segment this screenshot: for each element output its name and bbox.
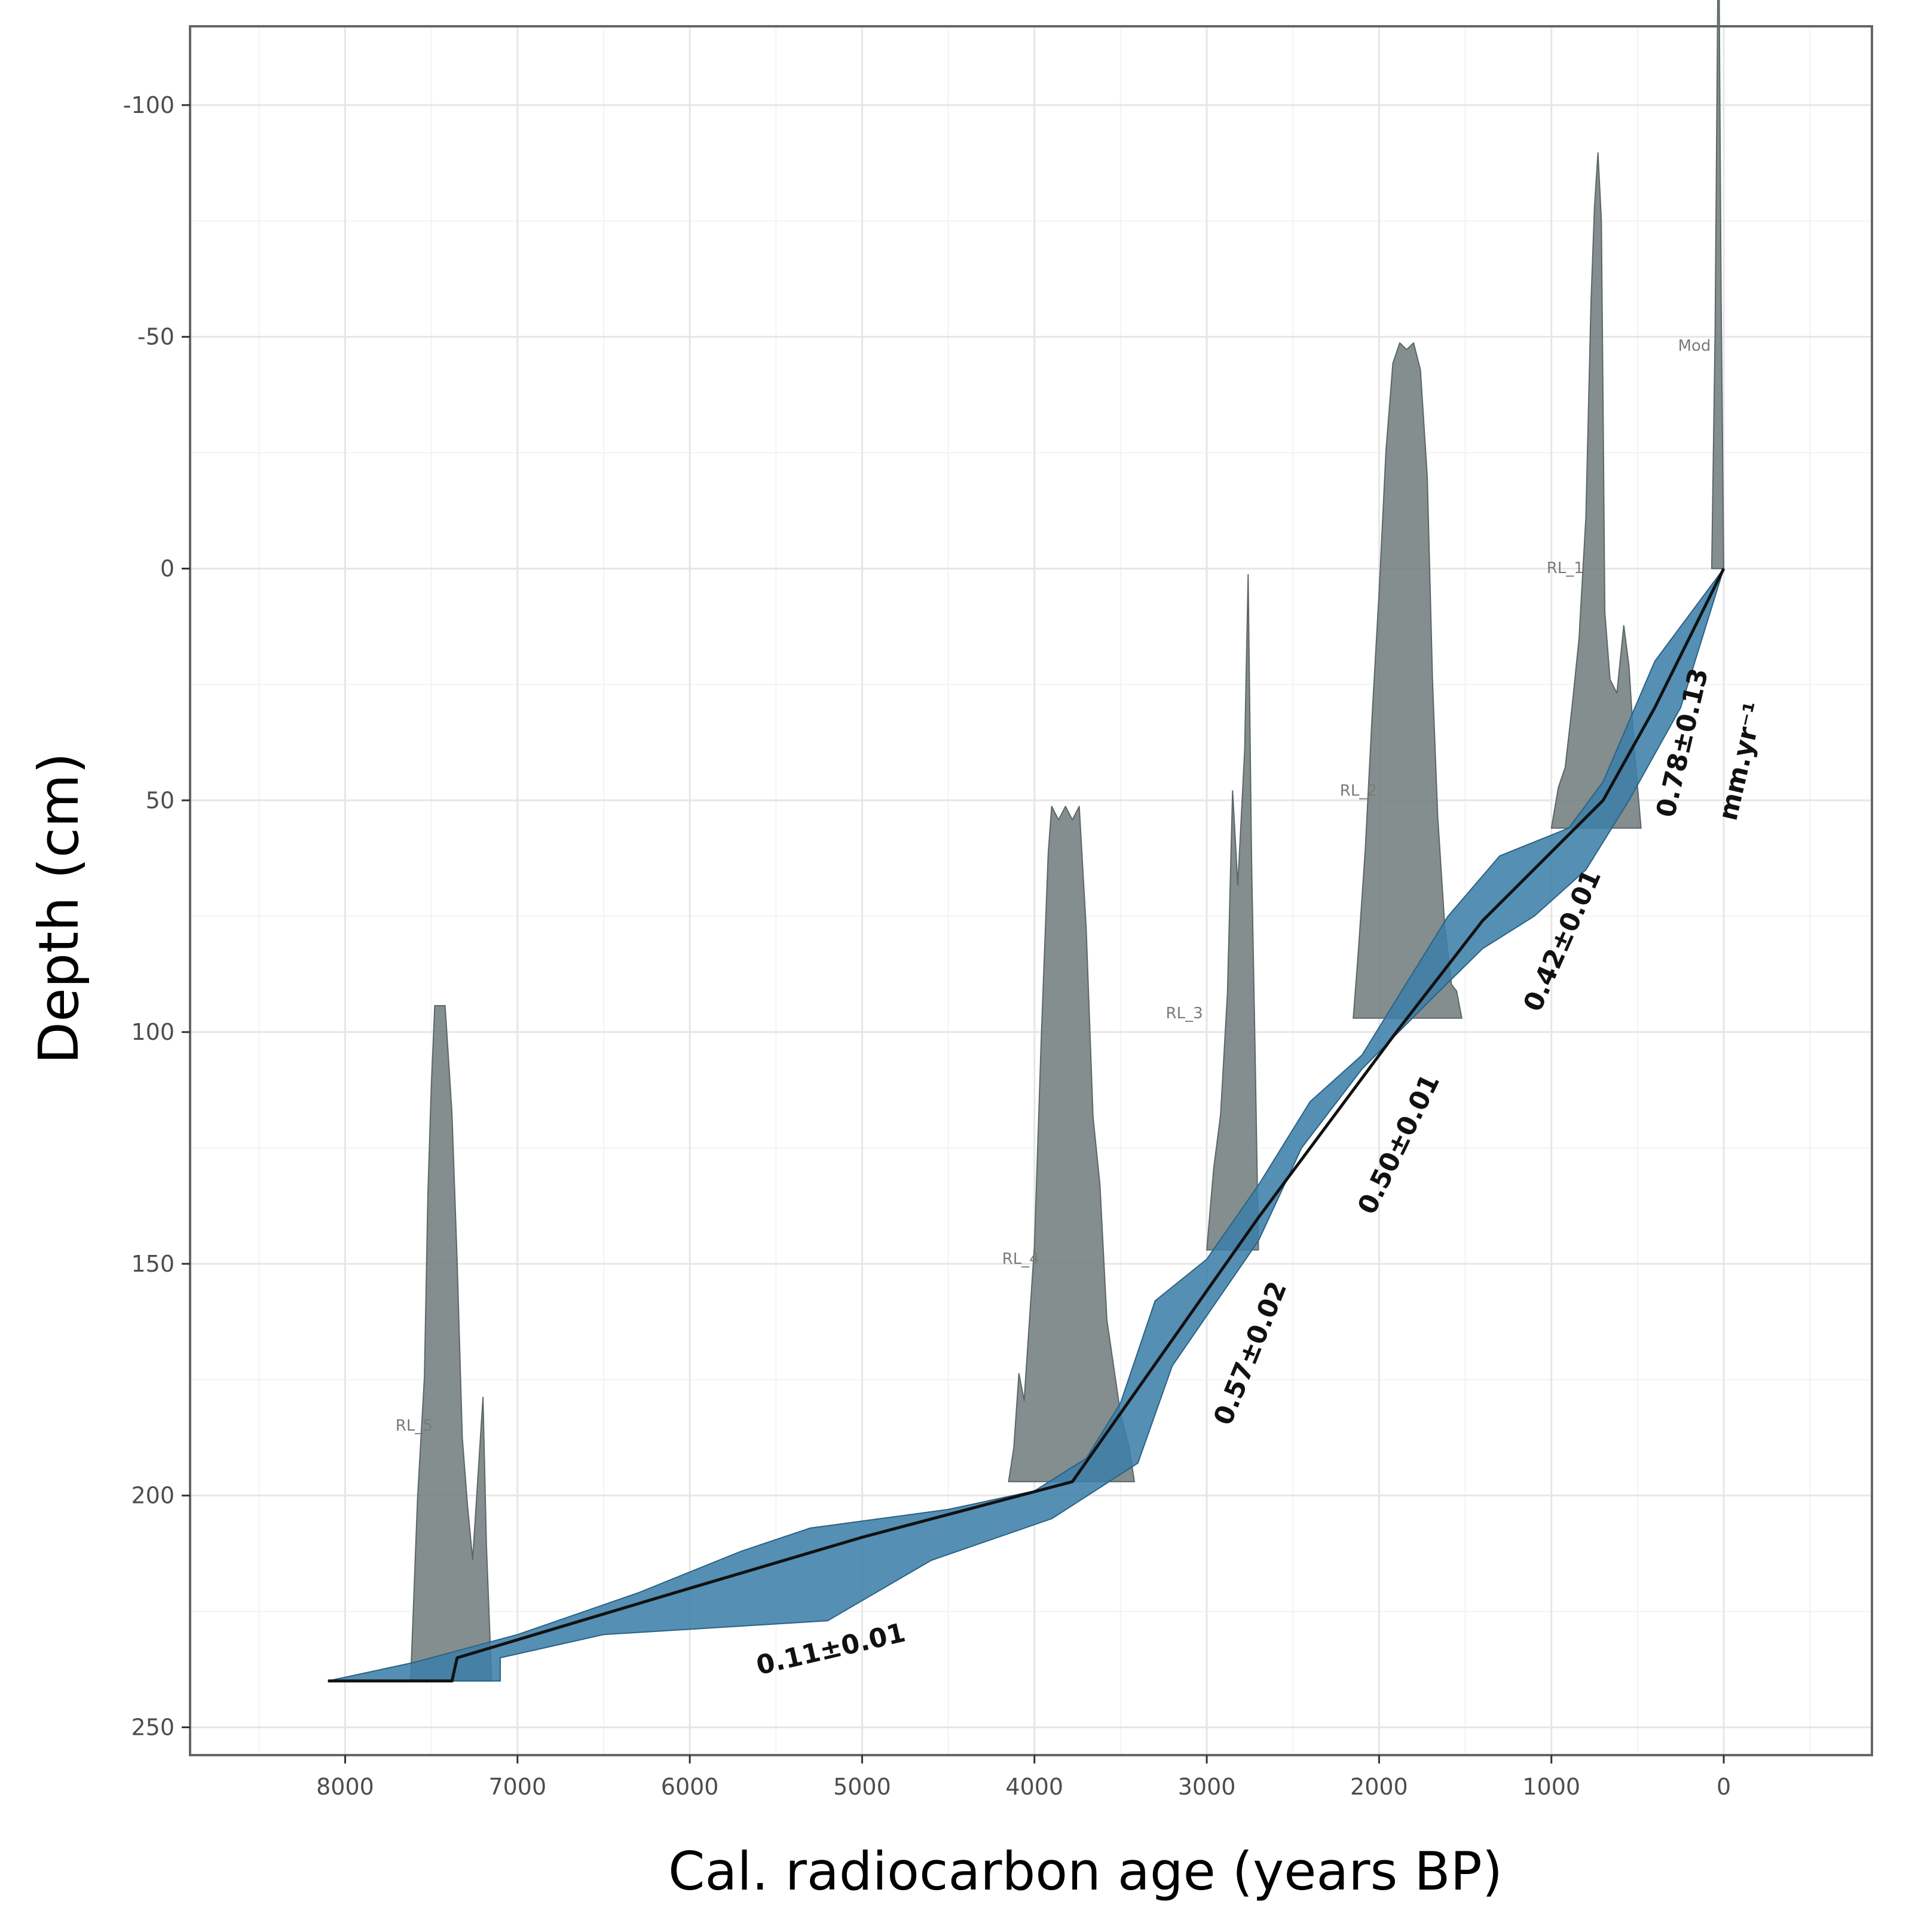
calibration-peak-rl-3	[1206, 574, 1259, 1251]
y-axis: -100 -50 0 50 100 150 200 250	[123, 92, 190, 1740]
x-tick-label: 3000	[1178, 1774, 1236, 1800]
y-tick-label: -100	[123, 92, 175, 118]
calibration-peak-rl-5	[410, 1005, 492, 1682]
y-tick-label: 250	[131, 1714, 175, 1740]
x-axis-title: Cal. radiocarbon age (years BP)	[668, 1841, 1503, 1902]
x-tick-label: 7000	[488, 1774, 546, 1800]
y-tick-label: 50	[146, 787, 175, 813]
sample-label: RL_3	[1166, 1005, 1203, 1022]
x-tick-label: 5000	[833, 1774, 891, 1800]
y-tick-label: 200	[131, 1483, 175, 1509]
x-tick-label: 1000	[1522, 1774, 1580, 1800]
sample-label: RL_2	[1340, 782, 1377, 800]
age-model-uncertainty-band	[328, 568, 1724, 1682]
calibration-peak-rl-1	[1550, 152, 1642, 829]
calibration-distributions	[410, 0, 1724, 1682]
x-tick-label: 4000	[1005, 1774, 1063, 1800]
x-axis: 8000 7000 6000 5000 4000 3000 2000 1000 0	[316, 1755, 1731, 1800]
sample-label: Mod	[1678, 337, 1711, 355]
x-tick-label: 6000	[661, 1774, 719, 1800]
age-model-median-line	[328, 568, 1726, 1683]
panel-frame	[189, 25, 1873, 1756]
sample-labels: RL_5 RL_4 RL_3 RL_2 RL_1 Mod	[396, 337, 1711, 1435]
calibration-peak-rl-2	[1353, 342, 1463, 1019]
calibration-peak-rl-4	[1008, 806, 1135, 1483]
x-tick-label: 8000	[316, 1774, 374, 1800]
y-axis-title: Depth (cm)	[27, 752, 91, 1064]
x-tick-label: 0	[1717, 1774, 1731, 1800]
calibration-peak-mod	[1711, 0, 1724, 570]
x-tick-label: 2000	[1350, 1774, 1408, 1800]
y-tick-label: 150	[131, 1251, 175, 1277]
grid-minor	[190, 26, 1872, 1755]
sample-label: RL_4	[1002, 1250, 1039, 1268]
sample-label: RL_5	[396, 1417, 433, 1435]
sample-label: RL_1	[1547, 559, 1584, 577]
y-tick-label: 0	[160, 555, 175, 581]
y-tick-label: 100	[131, 1019, 175, 1045]
y-tick-label: -50	[137, 324, 175, 350]
